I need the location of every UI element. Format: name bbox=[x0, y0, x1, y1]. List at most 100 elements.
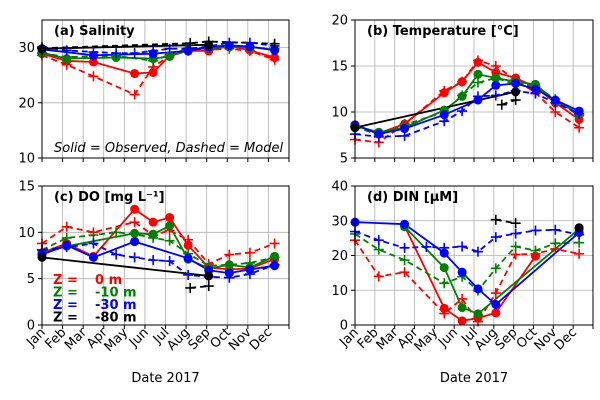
data-point-model bbox=[550, 97, 561, 108]
series-line-observed-0m bbox=[403, 225, 537, 322]
data-point-model bbox=[111, 227, 122, 238]
y-tick-label: 5 bbox=[340, 152, 348, 167]
data-point-model bbox=[510, 218, 521, 229]
data-point-observed bbox=[183, 253, 193, 263]
data-point-observed bbox=[439, 110, 449, 120]
data-point-model bbox=[530, 88, 541, 99]
panel-temperature: 5 10 15 20 (b) Temperature [°C] bbox=[331, 14, 594, 167]
data-point-model bbox=[224, 249, 235, 260]
data-point-model bbox=[574, 108, 585, 119]
data-point-model bbox=[373, 235, 384, 246]
data-point-observed bbox=[130, 237, 140, 247]
data-point-model bbox=[490, 90, 501, 101]
legend-depth-prefix: Z = bbox=[53, 286, 78, 301]
panel-din: 010203040JanFebMarAprMayJunJulAugSepOctN… bbox=[331, 180, 594, 386]
data-point-model bbox=[203, 36, 214, 47]
data-point-observed bbox=[439, 303, 449, 313]
data-point-model bbox=[269, 259, 280, 270]
data-point-model bbox=[510, 241, 521, 252]
data-point-model bbox=[183, 234, 194, 245]
plot-frame bbox=[41, 185, 290, 326]
plot-frame bbox=[41, 19, 290, 159]
data-point-observed bbox=[574, 223, 584, 233]
y-tick-label: 20 bbox=[18, 96, 35, 111]
data-point-observed bbox=[148, 67, 158, 77]
data-point-observed bbox=[457, 303, 467, 313]
series-line-model--30m bbox=[354, 228, 580, 253]
data-point-model bbox=[185, 38, 196, 49]
data-point-model bbox=[129, 89, 140, 100]
data-point-model bbox=[439, 308, 450, 319]
y-tick-label: 20 bbox=[331, 249, 348, 264]
data-point-observed bbox=[204, 271, 214, 281]
data-point-model bbox=[88, 238, 99, 249]
data-point-model bbox=[183, 269, 194, 280]
series-line-model--10m bbox=[41, 45, 275, 62]
x-axis-label: Date 2017 bbox=[440, 371, 508, 386]
panel-title: (b) Temperature [°C] bbox=[367, 24, 519, 39]
data-point-model bbox=[550, 224, 561, 235]
y-tick-label: 5 bbox=[27, 272, 35, 287]
data-point-observed bbox=[511, 87, 521, 97]
series-line-observed--80m bbox=[354, 90, 516, 129]
data-point-model bbox=[269, 54, 280, 65]
data-point-model bbox=[164, 235, 175, 246]
data-point-model bbox=[244, 269, 255, 280]
y-tick-label: 10 bbox=[331, 284, 348, 299]
series-line-model--30m bbox=[41, 242, 275, 279]
data-point-model bbox=[510, 95, 521, 106]
data-point-model bbox=[185, 282, 196, 293]
data-point-observed bbox=[473, 284, 483, 294]
y-tick-label: 10 bbox=[18, 152, 35, 167]
data-point-model bbox=[496, 99, 507, 110]
panel-title: (c) DO [mg L⁻¹] bbox=[54, 190, 165, 205]
data-point-model bbox=[373, 131, 384, 142]
legend-depth-prefix: Z = bbox=[53, 298, 78, 313]
y-tick-label: 40 bbox=[331, 180, 348, 195]
y-tick-label: 20 bbox=[331, 14, 348, 29]
data-point-model bbox=[472, 246, 483, 257]
legend-depth-prefix: Z = bbox=[53, 311, 78, 326]
data-point-model bbox=[530, 245, 541, 256]
data-point-model bbox=[224, 37, 235, 48]
data-point-model bbox=[399, 130, 410, 141]
series-line-observed--80m bbox=[41, 256, 209, 277]
plot-frame bbox=[354, 185, 594, 326]
data-point-observed bbox=[457, 316, 467, 326]
panel-salinity: 10 20 30 (a) Salinity Solid = Observed, Dash… bbox=[18, 19, 290, 167]
data-point-observed bbox=[491, 80, 501, 90]
y-tick-label: 0 bbox=[27, 319, 35, 334]
data-point-model bbox=[457, 241, 468, 252]
data-point-model bbox=[490, 61, 501, 71]
data-point-model bbox=[129, 217, 140, 228]
data-point-model bbox=[224, 272, 235, 283]
data-point-model bbox=[203, 281, 214, 292]
data-point-model bbox=[373, 271, 384, 282]
data-point-model bbox=[111, 48, 122, 59]
data-point-model bbox=[490, 263, 501, 274]
data-point-observed bbox=[130, 69, 140, 79]
data-point-observed bbox=[439, 263, 449, 273]
data-point-observed bbox=[439, 248, 449, 258]
data-point-model bbox=[421, 241, 432, 252]
model-observed-note: Solid = Observed, Dashed = Model bbox=[54, 141, 283, 156]
data-point-observed bbox=[400, 219, 410, 229]
data-point-observed bbox=[148, 217, 158, 227]
data-point-observed bbox=[400, 124, 410, 134]
data-point-model bbox=[88, 71, 99, 82]
data-point-model bbox=[574, 122, 585, 133]
data-point-model bbox=[244, 37, 255, 48]
data-point-model bbox=[490, 232, 501, 243]
data-point-model bbox=[439, 116, 450, 127]
y-tick-label: 30 bbox=[331, 214, 348, 229]
data-point-observed bbox=[457, 267, 467, 277]
data-point-model bbox=[399, 255, 410, 266]
legend-depth-value: -30 m bbox=[95, 298, 137, 313]
data-point-observed bbox=[473, 69, 483, 79]
series-line-model--10m bbox=[354, 77, 580, 136]
series-line-model--80m bbox=[41, 40, 275, 50]
data-point-model bbox=[490, 288, 501, 299]
data-point-observed bbox=[473, 309, 483, 319]
data-point-model bbox=[550, 238, 561, 249]
